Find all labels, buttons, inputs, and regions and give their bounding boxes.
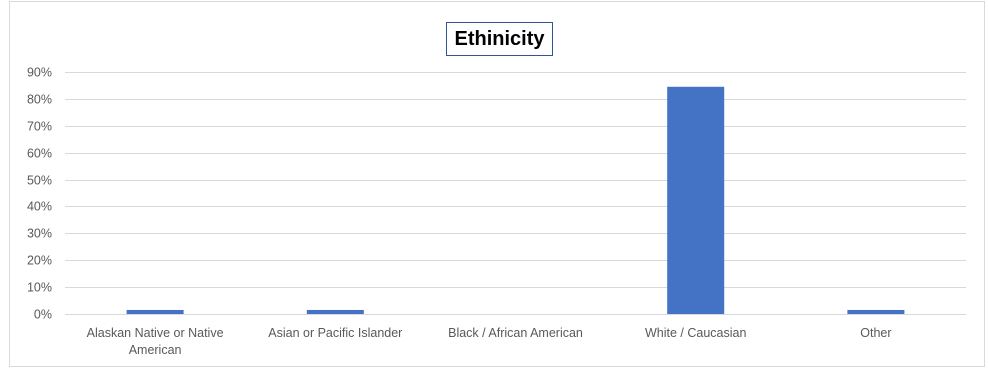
gridlines	[65, 72, 966, 315]
y-tick-label: 90%	[27, 66, 52, 80]
y-tick-label: 70%	[27, 120, 52, 134]
x-tick-label: Asian or Pacific Islander	[268, 326, 402, 340]
y-axis-ticks: 0% 10% 20% 30% 40% 50% 60% 70% 80% 90%	[27, 66, 52, 322]
y-tick-label: 10%	[27, 281, 52, 295]
y-tick-label: 30%	[27, 227, 52, 241]
bar	[847, 309, 905, 314]
chart-frame	[9, 1, 985, 367]
x-tick-label: White / Caucasian	[645, 326, 746, 340]
y-tick-label: 0%	[34, 308, 52, 322]
y-tick-label: 20%	[27, 254, 52, 268]
x-tick-label: Alaskan Native or Native American	[87, 326, 224, 357]
y-tick-label: 80%	[27, 93, 52, 107]
bar	[667, 86, 725, 315]
bars	[126, 86, 905, 315]
chart-title: Ethinicity	[446, 22, 553, 56]
x-tick-label: Other	[860, 326, 891, 340]
x-axis-labels: Alaskan Native or Native American Asian or…	[87, 326, 892, 357]
y-tick-label: 50%	[27, 174, 52, 188]
y-tick-label: 40%	[27, 200, 52, 214]
x-tick-label: Black / African American	[448, 326, 583, 340]
y-tick-label: 60%	[27, 147, 52, 161]
bar	[126, 309, 184, 314]
bar	[306, 309, 364, 314]
